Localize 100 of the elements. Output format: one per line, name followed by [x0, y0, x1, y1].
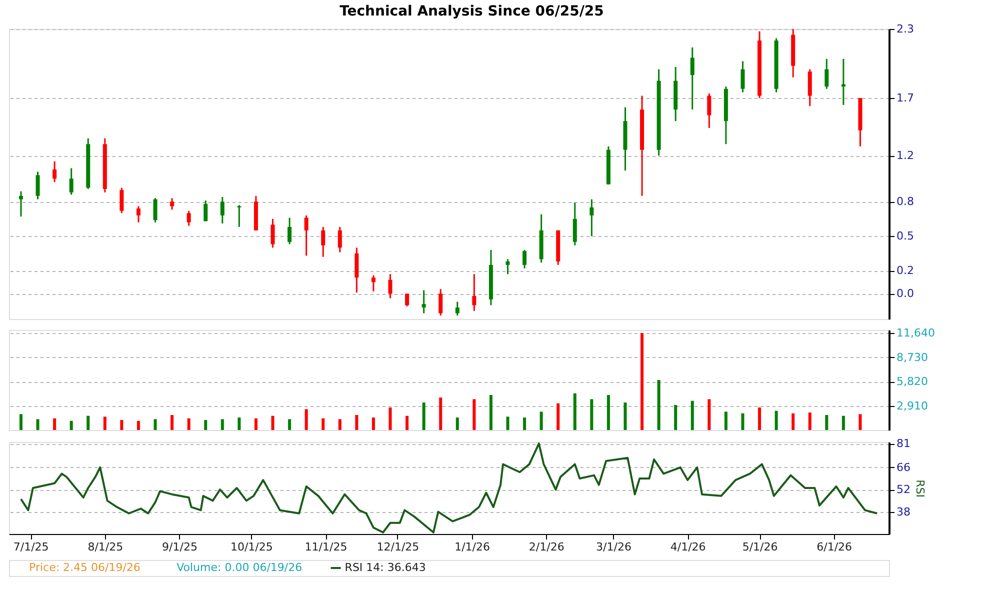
bar: [556, 403, 560, 430]
chart-title: Technical Analysis Since 06/25/25: [340, 4, 604, 20]
candlestick: [522, 249, 527, 270]
candlestick: [371, 274, 376, 292]
x-tick-label: 10/1/25: [230, 540, 273, 554]
x-tick-label: 8/1/25: [88, 540, 124, 554]
bar: [103, 416, 106, 430]
bar: [792, 413, 795, 430]
x-tick-label: 12/1/25: [376, 540, 420, 554]
bar: [624, 402, 627, 430]
candlestick: [288, 216, 292, 245]
candlestick: [186, 210, 191, 227]
bar: [842, 416, 845, 430]
y-tick-label: 1.7: [896, 92, 914, 105]
candlestick: [707, 92, 712, 129]
candlestick: [270, 218, 275, 248]
bar: [53, 418, 56, 430]
x-tick-label: 4/1/26: [670, 540, 706, 554]
candlestick: [304, 214, 308, 256]
y-tick-label: 2.3: [896, 22, 914, 36]
bar: [741, 413, 744, 430]
bar: [19, 414, 22, 430]
candlestick: [422, 289, 426, 314]
candlestick: [69, 167, 74, 196]
bar: [758, 408, 762, 430]
candlestick: [153, 197, 158, 224]
bar: [590, 399, 594, 430]
bar: [690, 400, 694, 430]
bar: [674, 405, 678, 430]
bar: [523, 418, 526, 430]
bar: [204, 420, 208, 430]
y-tick-label: 1.2: [896, 149, 914, 162]
bar: [170, 415, 174, 430]
bar: [36, 419, 40, 430]
x-tick-label: 2/1/26: [528, 540, 564, 554]
bar: [825, 415, 828, 430]
x-tick-label: 7/1/25: [13, 540, 49, 554]
candlestick: [388, 273, 392, 300]
candlestick: [52, 160, 57, 183]
bar: [774, 410, 778, 430]
candlestick: [136, 205, 140, 224]
y-tick-label: 0.8: [896, 195, 914, 208]
bar: [372, 418, 375, 430]
candlestick: [220, 196, 224, 224]
bar: [70, 420, 73, 430]
bar: [472, 399, 476, 430]
bar: [271, 416, 274, 430]
bar: [422, 402, 426, 430]
bar: [154, 419, 157, 430]
bar: [322, 418, 325, 430]
y-tick-label: 52: [896, 483, 910, 496]
candlestick: [170, 197, 174, 210]
candlestick: [36, 170, 40, 200]
text: Price: 2.45 06/19/26: [29, 561, 140, 574]
bar: [808, 412, 812, 430]
bar: [456, 418, 459, 430]
bar: [288, 419, 292, 430]
bar: [254, 418, 258, 430]
candlestick: [841, 58, 846, 106]
bar: [708, 399, 711, 430]
line-series: [20, 442, 878, 534]
bar: [506, 416, 510, 430]
bar: [355, 415, 358, 430]
bar: [136, 420, 140, 430]
candlestick: [438, 288, 443, 316]
y-tick-label: 0.0: [896, 287, 914, 300]
candlestick: [321, 226, 326, 258]
x-tick-label: 9/1/25: [162, 540, 198, 554]
y-tick-label: 8,730: [896, 350, 928, 364]
candlestick: [472, 273, 476, 312]
x-tick-label: 11/1/25: [304, 540, 348, 554]
bar: [489, 395, 492, 430]
bar: [86, 416, 90, 430]
candlestick: [824, 58, 829, 90]
bar: [606, 395, 610, 430]
y-tick-label: 66: [896, 460, 910, 474]
bar: [304, 409, 308, 430]
bar: [657, 380, 660, 430]
y-axis-title: RSI: [913, 480, 926, 498]
bar: [406, 416, 409, 430]
candlestick: [506, 258, 510, 275]
candlestick: [120, 187, 124, 214]
bar: [187, 418, 190, 430]
bar: [238, 418, 241, 430]
bar: [388, 408, 392, 430]
y-tick-label: 2,910: [896, 399, 928, 412]
legend-label: RSI 14: 36.643: [344, 561, 426, 574]
y-tick-label: 38: [896, 505, 910, 518]
candlestick: [455, 300, 460, 316]
bar: [338, 419, 342, 430]
bar: [724, 412, 728, 430]
bar: [858, 414, 862, 430]
candlestick: [338, 226, 342, 254]
candlestick: [405, 292, 410, 308]
y-tick-label: 0.2: [896, 264, 914, 278]
y-tick-label: 11,640: [896, 326, 935, 340]
candlestick: [740, 60, 745, 94]
candlestick: [18, 190, 23, 218]
x-tick-label: 1/1/26: [454, 540, 490, 554]
candlestick: [204, 200, 208, 222]
